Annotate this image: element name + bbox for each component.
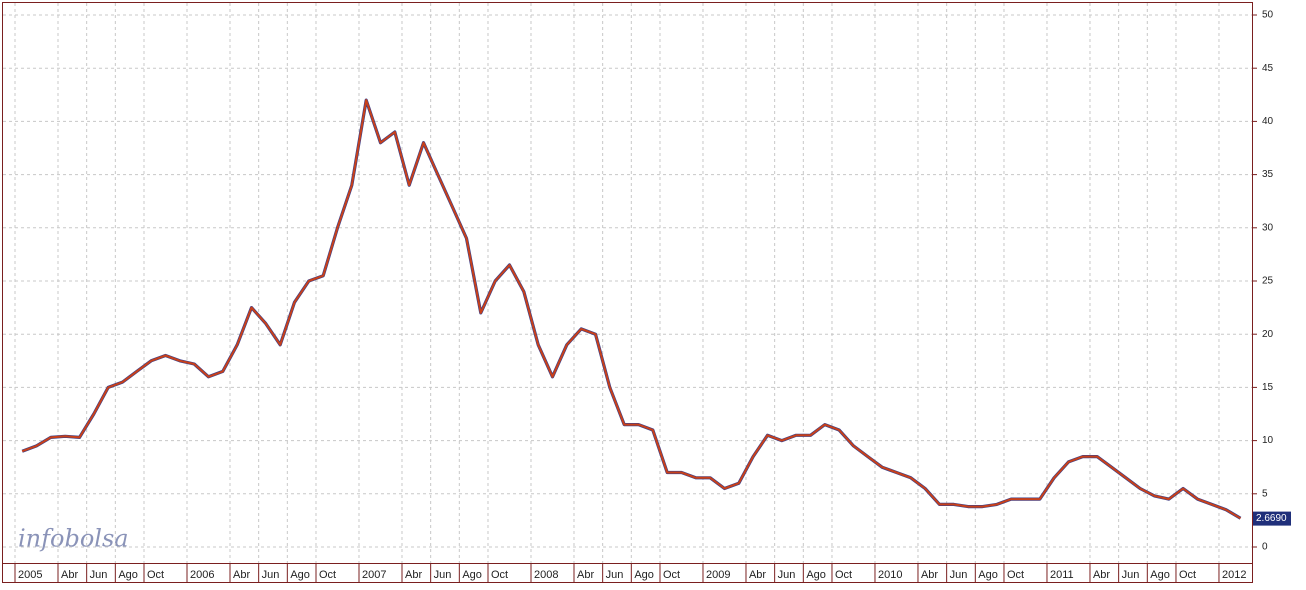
x-tick-label: Jun <box>434 569 452 581</box>
x-tick-label: 2010 <box>878 569 902 581</box>
x-tick-label: Ago <box>1150 569 1170 581</box>
x-tick-label: Ago <box>118 569 138 581</box>
x-tick-label: Ago <box>634 569 654 581</box>
y-tick-label: 5 <box>1262 488 1268 499</box>
y-tick-label: 30 <box>1262 222 1274 233</box>
x-tick-label: Abr <box>1093 569 1110 581</box>
y-tick-label: 40 <box>1262 116 1274 127</box>
y-tick-label: 20 <box>1262 329 1274 340</box>
price-line <box>21 99 1242 520</box>
y-tick-label: 25 <box>1262 276 1274 287</box>
x-tick-label: Jun <box>1122 569 1140 581</box>
x-tick-label: Oct <box>1007 569 1024 581</box>
x-tick-label: Ago <box>290 569 310 581</box>
x-tick-label: Abr <box>233 569 250 581</box>
x-tick-label: 2012 <box>1222 569 1246 581</box>
x-tick-label: 2009 <box>706 569 730 581</box>
x-tick-label: Oct <box>147 569 164 581</box>
x-tick-label: 2011 <box>1050 569 1074 581</box>
x-tick-label: Jun <box>90 569 108 581</box>
x-tick-label: Jun <box>606 569 624 581</box>
x-tick-label: Oct <box>663 569 680 581</box>
x-tick-label: Ago <box>462 569 482 581</box>
x-tick-label: Abr <box>749 569 766 581</box>
last-value-label: 2.6690 <box>1256 513 1287 524</box>
x-tick-label: Abr <box>61 569 78 581</box>
x-tick-label: Abr <box>921 569 938 581</box>
x-tick-label: Oct <box>1179 569 1196 581</box>
x-tick-label: 2005 <box>18 569 42 581</box>
y-tick-label: 45 <box>1262 63 1274 74</box>
x-tick-label: Ago <box>978 569 998 581</box>
y-tick-label: 35 <box>1262 169 1274 180</box>
y-tick-label: 15 <box>1262 382 1274 393</box>
x-tick-label: Oct <box>491 569 508 581</box>
x-tick-label: 2008 <box>534 569 558 581</box>
x-tick-label: Jun <box>950 569 968 581</box>
last-value-box <box>1253 511 1291 526</box>
y-tick-label: 0 <box>1262 542 1268 553</box>
x-tick-label: Ago <box>806 569 826 581</box>
logo: infobolsa <box>18 525 129 553</box>
x-tick-label: Jun <box>778 569 796 581</box>
x-tick-label: Oct <box>835 569 852 581</box>
x-tick-label: Abr <box>405 569 422 581</box>
x-tick-label: Abr <box>577 569 594 581</box>
y-tick-label: 50 <box>1262 10 1274 21</box>
x-tick-label: Jun <box>262 569 280 581</box>
x-tick-label: Oct <box>319 569 336 581</box>
x-tick-label: 2006 <box>190 569 214 581</box>
y-tick-label: 10 <box>1262 435 1274 446</box>
x-tick-label: 2007 <box>362 569 386 581</box>
